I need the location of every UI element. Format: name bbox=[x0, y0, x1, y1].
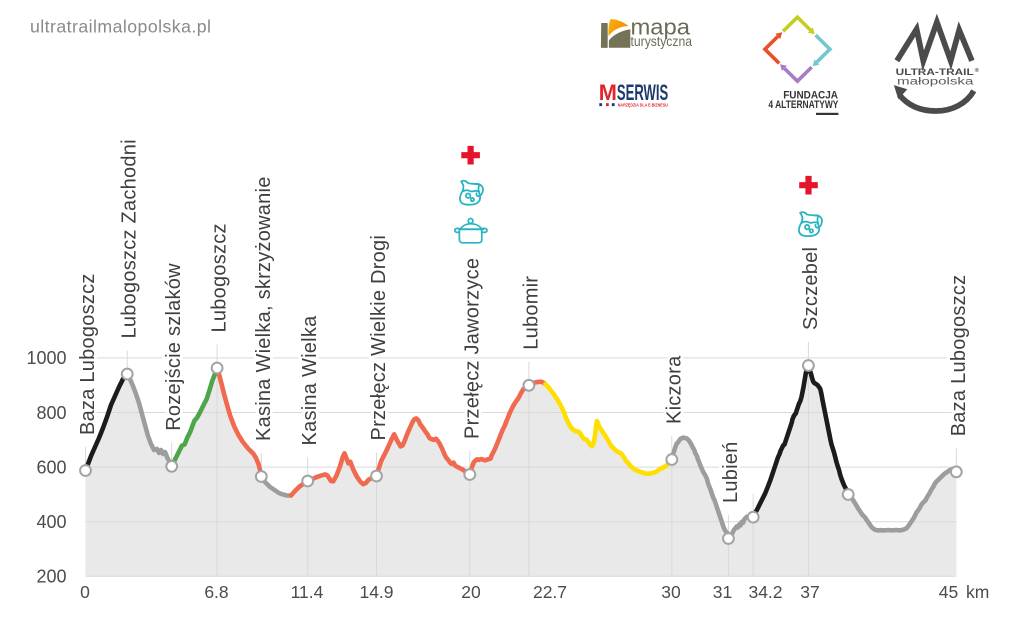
svg-text:45: 45 bbox=[939, 582, 958, 602]
svg-text:Szczebel: Szczebel bbox=[800, 247, 822, 330]
svg-text:mapa: mapa bbox=[631, 15, 691, 40]
svg-text:Przełęcz Jaworzyce: Przełęcz Jaworzyce bbox=[461, 258, 483, 439]
svg-text:ULTRA-TRAIL: ULTRA-TRAIL bbox=[896, 67, 974, 78]
svg-text:600: 600 bbox=[36, 457, 66, 477]
svg-text:Lubogoszcz Zachodni: Lubogoszcz Zachodni bbox=[119, 139, 141, 338]
svg-text:km: km bbox=[966, 582, 989, 602]
svg-text:11.4: 11.4 bbox=[291, 582, 324, 602]
svg-text:6.8: 6.8 bbox=[204, 582, 228, 602]
svg-text:Rozejście szlaków: Rozejście szlaków bbox=[163, 263, 185, 431]
svg-text:20: 20 bbox=[461, 582, 481, 602]
svg-text:Baza Lubogoszcz: Baza Lubogoszcz bbox=[948, 275, 970, 437]
svg-text:Lubień: Lubień bbox=[720, 441, 742, 503]
svg-text:4 ALTERNATYWY: 4 ALTERNATYWY bbox=[768, 99, 839, 111]
svg-text:34.2: 34.2 bbox=[748, 582, 782, 602]
svg-text:30: 30 bbox=[661, 582, 681, 602]
svg-text:ultratrailmalopolska.pl: ultratrailmalopolska.pl bbox=[30, 17, 211, 37]
svg-text:400: 400 bbox=[36, 512, 66, 532]
svg-text:M: M bbox=[599, 80, 617, 105]
svg-text:Kasina Wielka: Kasina Wielka bbox=[299, 315, 321, 446]
svg-text:22.7: 22.7 bbox=[533, 582, 567, 602]
svg-text:14.9: 14.9 bbox=[359, 582, 393, 602]
svg-text:małopolska: małopolska bbox=[897, 77, 974, 88]
svg-text:®: ® bbox=[975, 67, 980, 74]
svg-text:Lubomir: Lubomir bbox=[520, 276, 542, 350]
svg-text:37: 37 bbox=[800, 582, 819, 602]
svg-text:FUNDACJA: FUNDACJA bbox=[783, 89, 838, 101]
svg-text:31: 31 bbox=[713, 582, 732, 602]
svg-text:Kasina Wielka, skrzyżowanie: Kasina Wielka, skrzyżowanie bbox=[253, 176, 275, 441]
svg-text:Przełęcz Wielkie Drogi: Przełęcz Wielkie Drogi bbox=[368, 235, 390, 441]
svg-text:1000: 1000 bbox=[26, 348, 66, 368]
svg-text:200: 200 bbox=[36, 567, 66, 587]
svg-text:Lubogoszcz: Lubogoszcz bbox=[209, 223, 231, 332]
svg-text:800: 800 bbox=[36, 403, 66, 423]
svg-text:NARZĘDZIA DLA E-BIZNESU: NARZĘDZIA DLA E-BIZNESU bbox=[618, 102, 668, 108]
svg-text:Baza Lubogoszcz: Baza Lubogoszcz bbox=[77, 273, 99, 435]
svg-text:0: 0 bbox=[80, 582, 90, 602]
svg-text:turystyczna: turystyczna bbox=[631, 34, 693, 49]
svg-text:SERWIS: SERWIS bbox=[617, 80, 668, 105]
svg-text:Kiczora: Kiczora bbox=[663, 355, 685, 424]
